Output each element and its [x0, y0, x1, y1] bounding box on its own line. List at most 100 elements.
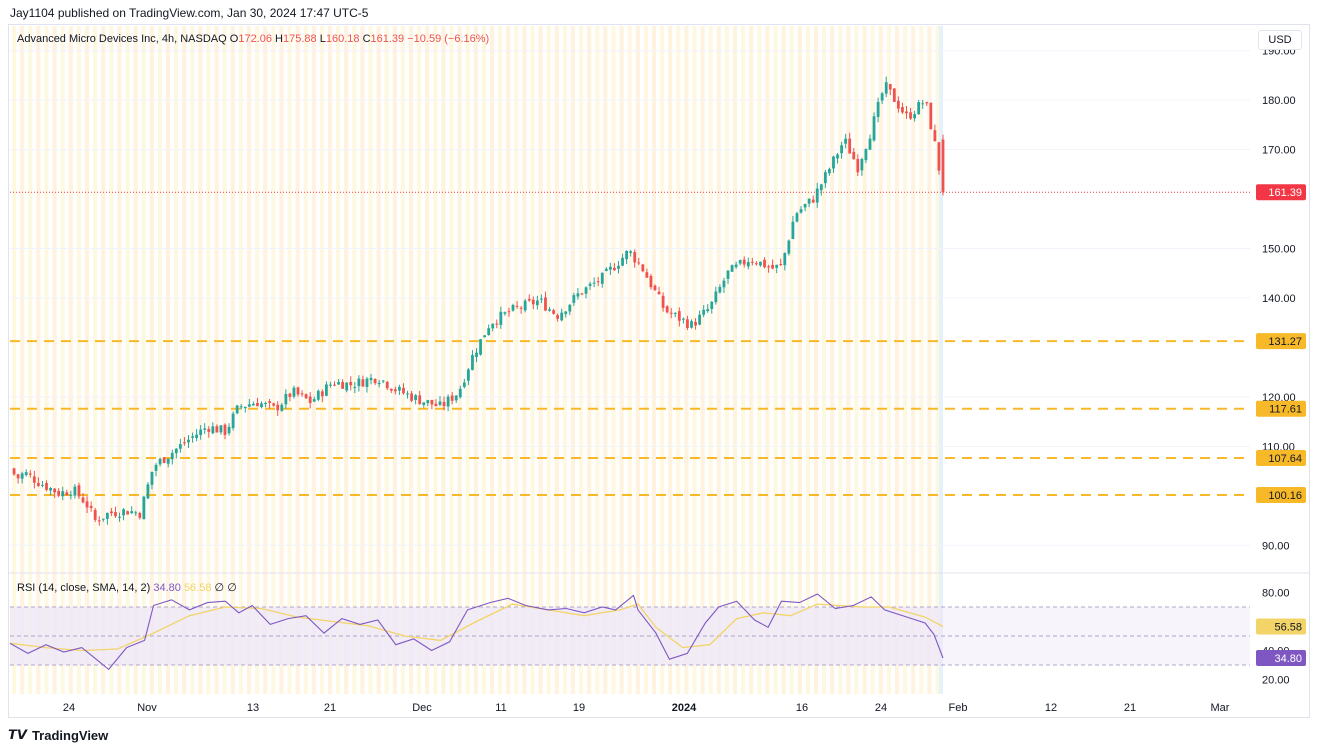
candle-body: [122, 509, 125, 516]
rsi-line: [9, 593, 944, 671]
session-stripe: [352, 26, 357, 694]
candle-body: [308, 396, 312, 403]
candle-body: [475, 352, 478, 357]
candle-body: [402, 387, 405, 394]
time-axis-tick: 19: [573, 702, 585, 714]
rsi-legend[interactable]: RSI (14, close, SMA, 14, 2) 34.80 56.58 …: [17, 581, 237, 594]
candle-body: [880, 93, 884, 101]
candle-body: [438, 401, 442, 405]
candle-body: [535, 300, 539, 306]
candle-body: [917, 102, 921, 115]
session-stripe: [716, 26, 721, 694]
candle-body: [548, 309, 551, 311]
candle-body: [576, 293, 580, 297]
candle-body: [913, 114, 917, 119]
candle-body: [93, 509, 97, 520]
candle-body: [637, 262, 641, 264]
session-stripe: [919, 26, 924, 694]
session-stripe: [562, 26, 567, 694]
candle-body: [85, 501, 89, 508]
candle-body: [296, 387, 300, 395]
price-axis-tick: 180.00: [1262, 95, 1296, 107]
candle-body: [369, 377, 373, 381]
candle-body: [280, 404, 284, 411]
session-stripe: [522, 26, 527, 694]
candle-body: [572, 295, 576, 303]
level-price-tag-bg: [1256, 487, 1306, 504]
session-stripe: [935, 26, 940, 694]
candle-body: [515, 305, 519, 307]
session-stripe: [894, 26, 900, 694]
session-stripe: [660, 26, 665, 694]
symbol-legend[interactable]: Advanced Micro Devices Inc, 4h, NASDAQ O…: [17, 33, 489, 45]
candle-body: [251, 403, 255, 406]
candle-body: [884, 82, 888, 94]
session-stripe: [28, 26, 33, 694]
session-stripe: [822, 26, 827, 694]
candle-body: [503, 312, 507, 314]
session-stripe: [441, 26, 446, 694]
candle-body: [807, 198, 811, 204]
session-stripe: [117, 26, 122, 694]
session-stripe: [676, 26, 681, 694]
candle-body: [544, 297, 547, 311]
candle-body: [523, 300, 527, 311]
session-stripe: [797, 26, 802, 694]
candle-body: [661, 295, 665, 308]
session-stripe: [230, 26, 235, 694]
session-stripe: [757, 26, 762, 694]
candle-body: [771, 264, 775, 269]
candle-body: [657, 291, 661, 295]
session-stripe: [222, 26, 227, 694]
session-stripe: [425, 26, 430, 694]
session-stripe: [911, 26, 916, 694]
candle-body: [199, 429, 203, 436]
candle-body: [718, 286, 722, 293]
price-axis-tick: 170.00: [1262, 145, 1296, 157]
candle-body: [905, 111, 908, 114]
session-stripe: [287, 26, 292, 694]
candle-body: [69, 494, 73, 496]
session-stripe: [489, 26, 495, 694]
candle-body: [653, 285, 657, 291]
session-stripe: [668, 26, 673, 694]
candle-body: [702, 309, 706, 315]
session-stripe: [433, 26, 438, 694]
session-stripe: [903, 26, 908, 694]
currency-button[interactable]: USD: [1258, 30, 1302, 50]
ohlc-high: H175.88: [275, 33, 317, 45]
candle-body: [138, 512, 142, 518]
candle-body: [937, 142, 941, 171]
candle-body: [471, 355, 474, 370]
candle-body: [422, 402, 426, 406]
tradingview-brand: TradingView: [31, 727, 109, 743]
level-price-tag: 117.61: [1269, 404, 1302, 416]
last-price-tag: 161.39: [1268, 187, 1302, 199]
candle-body: [836, 154, 839, 159]
candle-body: [750, 261, 754, 263]
session-stripe: [749, 26, 754, 694]
rsi-sma-tag-bg: [1256, 618, 1306, 635]
time-axis-tick: Dec: [412, 702, 432, 714]
session-stripe: [651, 26, 657, 694]
candle-body: [714, 291, 718, 303]
candle-body: [625, 250, 628, 260]
candle-body: [722, 280, 726, 288]
session-stripe: [149, 26, 154, 694]
candle-body: [795, 213, 799, 222]
candle-body: [803, 204, 807, 208]
candle-body: [373, 378, 377, 384]
candle-body: [406, 393, 409, 395]
session-stripe: [246, 26, 252, 694]
candle-body: [101, 518, 105, 520]
tradingview-footer[interactable]: 𝙏𝙑 TradingView: [8, 727, 108, 743]
time-axis-tick: 21: [324, 702, 336, 714]
candle-body: [430, 399, 434, 405]
candle-body: [284, 393, 288, 405]
candle-body: [49, 487, 52, 491]
level-price-tag: 107.64: [1268, 453, 1302, 465]
session-stripe: [271, 26, 276, 694]
session-stripe: [190, 26, 195, 694]
candle-body: [844, 138, 848, 144]
